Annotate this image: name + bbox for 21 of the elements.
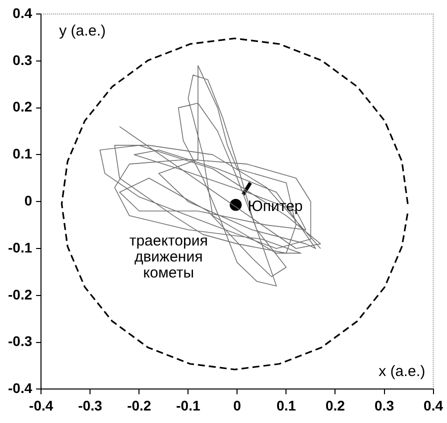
- y-tick-label: 0.3: [12, 52, 32, 68]
- y-axis-title: y (a.e.): [59, 22, 106, 40]
- x-tick-label: 0: [233, 397, 242, 414]
- y-tick-label: 0.4: [12, 4, 32, 21]
- x-tick-label: 0.4: [424, 397, 444, 414]
- y-tick-label: -0.3: [8, 333, 32, 350]
- y-tick-label: 0: [24, 192, 32, 208]
- x-tick-label: -0.2: [127, 397, 152, 414]
- x-tick-label: 0.1: [276, 397, 296, 414]
- y-tick-label: -0.4: [8, 380, 32, 396]
- x-tick-label: -0.1: [176, 397, 200, 414]
- y-tick-label: -0.1: [8, 239, 32, 256]
- x-tick-label: -0.3: [78, 397, 102, 414]
- y-tick-label: 0.2: [12, 98, 32, 115]
- series-label: траектория движения кометы: [129, 232, 208, 282]
- x-tick-label: 0.2: [326, 397, 346, 414]
- x-axis-title: x (a.e.): [378, 362, 426, 380]
- y-tick-label: 0.1: [12, 146, 32, 162]
- x-tick-label: 0.3: [374, 397, 394, 414]
- y-tick-label: -0.2: [8, 286, 32, 302]
- x-tick-label: -0.4: [29, 397, 54, 414]
